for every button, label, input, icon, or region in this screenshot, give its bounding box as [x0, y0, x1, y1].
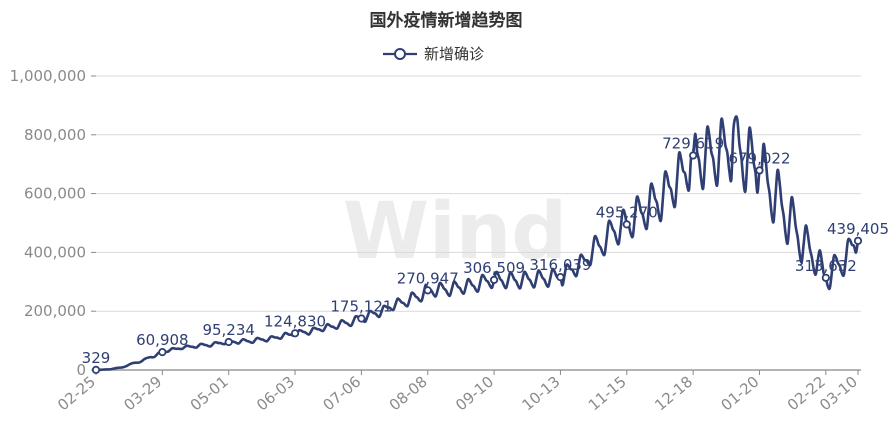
data-point[interactable] [290, 329, 300, 338]
data-point[interactable] [689, 151, 698, 160]
legend-label: 新增确诊 [424, 45, 484, 63]
series-line-new-confirmed [94, 115, 860, 372]
data-label: 729,619 [662, 134, 724, 152]
grid-lines [96, 75, 861, 312]
data-point[interactable] [91, 365, 101, 375]
series-new-confirmed [94, 115, 860, 372]
y-tick-label: 800,000 [24, 126, 86, 144]
data-point[interactable] [755, 166, 764, 175]
x-tick-label: 03-29 [120, 373, 165, 415]
data-point[interactable] [357, 314, 366, 323]
x-tick-label: 12-18 [651, 373, 696, 415]
data-label: 329 [82, 349, 111, 367]
wind-watermark: Wind [343, 187, 567, 277]
data-point[interactable] [622, 220, 631, 229]
data-point[interactable] [821, 273, 830, 282]
x-axis-ticks: 02-25 03-29 05-01 06-03 07-06 08-08 09-10 10-13… [54, 370, 861, 414]
data-label: 175,121 [330, 298, 392, 316]
x-tick-label: 08-08 [386, 373, 431, 415]
data-label: 270,947 [397, 269, 459, 287]
data-label: 495,270 [596, 203, 658, 221]
y-axis-ticks: 0 200,000 400,000 600,000 800,000 1,000,000 [10, 67, 96, 379]
data-point[interactable] [423, 286, 432, 295]
data-label: 316,039 [529, 256, 591, 274]
data-point[interactable] [224, 337, 233, 347]
x-tick-label: 05-01 [187, 373, 232, 415]
x-tick-label: 01-20 [718, 373, 763, 415]
data-point[interactable] [556, 272, 565, 282]
data-label: 679,022 [728, 149, 790, 167]
data-label: 124,830 [264, 312, 326, 330]
data-label: 60,908 [136, 331, 189, 349]
labeled-points [91, 151, 863, 375]
data-label: 306,509 [463, 259, 525, 277]
x-tick-label: 10-13 [519, 373, 564, 415]
x-tick-label: 03-10 [816, 373, 861, 415]
data-point[interactable] [853, 236, 863, 245]
data-label: 95,234 [202, 321, 255, 339]
legend-marker [394, 48, 406, 60]
legend[interactable]: 新增确诊 [383, 45, 484, 63]
x-tick-label: 07-06 [319, 373, 364, 415]
x-tick-label: 09-10 [452, 373, 497, 415]
x-tick-label: 06-03 [253, 373, 298, 415]
y-tick-label: 1,000,000 [10, 67, 86, 85]
y-tick-label: 600,000 [24, 185, 86, 203]
data-label: 439,405 [827, 220, 889, 238]
data-point[interactable] [158, 347, 167, 357]
y-tick-label: 0 [76, 361, 86, 379]
y-tick-label: 400,000 [24, 243, 86, 261]
data-label: 313,632 [795, 257, 857, 275]
x-tick-label: 11-15 [585, 373, 630, 415]
data-point[interactable] [489, 275, 499, 284]
y-tick-label: 200,000 [24, 302, 86, 320]
chart-title: 国外疫情新增趋势图 [370, 10, 523, 31]
